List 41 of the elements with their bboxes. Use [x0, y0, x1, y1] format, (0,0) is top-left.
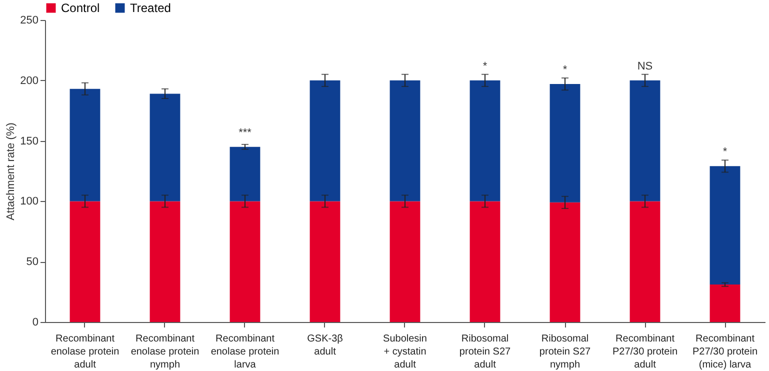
bar [710, 166, 740, 285]
x-tick-label: GSK-3β adult [307, 334, 344, 358]
y-tick-label: 200 [20, 74, 38, 87]
x-tick-label: Ribosomal protein S27 adult [459, 334, 512, 370]
bar [230, 201, 260, 322]
x-tick-label: Recombinant enolase protein adult [50, 334, 120, 370]
legend-label: Control [61, 1, 100, 15]
bar [70, 88, 100, 202]
annotation: * [562, 64, 568, 76]
bar [230, 146, 260, 202]
annotation: * [482, 60, 488, 72]
bar [150, 94, 180, 202]
bar [550, 84, 580, 202]
y-tick-label: 0 [32, 316, 38, 328]
bar [310, 80, 340, 202]
legend-label: Treated [130, 1, 171, 15]
bar [310, 201, 340, 322]
bar [390, 201, 420, 322]
y-tick-label: 250 [20, 14, 38, 26]
bar [470, 201, 500, 322]
y-axis-title: Attachment rate (%) [5, 122, 18, 220]
bar [390, 80, 420, 202]
x-tick-label: Recombinant enolase protein nymph [130, 334, 200, 370]
bar [470, 80, 500, 202]
y-tick-label: 150 [20, 135, 38, 148]
annotation: *** [238, 126, 252, 139]
bar [630, 201, 660, 322]
x-tick-label: Ribosomal protein S27 nymph [539, 334, 592, 370]
bar [550, 202, 580, 322]
annotation: * [722, 146, 728, 158]
bar [710, 284, 740, 322]
x-tick-label: Subolesin + cystatin adult [383, 334, 427, 370]
y-tick-label: 100 [20, 196, 38, 208]
y-tick-label: 50 [26, 256, 38, 268]
bar [630, 80, 660, 202]
x-tick-label: Recombinant P27/30 protein (mice) larva [692, 334, 758, 370]
x-tick-label: Recombinant P27/30 protein adult [612, 334, 678, 370]
annotation: NS [637, 60, 653, 72]
bar [70, 201, 100, 322]
x-tick-label: Recombinant enolase protein larva [210, 334, 280, 370]
bar [150, 201, 180, 322]
